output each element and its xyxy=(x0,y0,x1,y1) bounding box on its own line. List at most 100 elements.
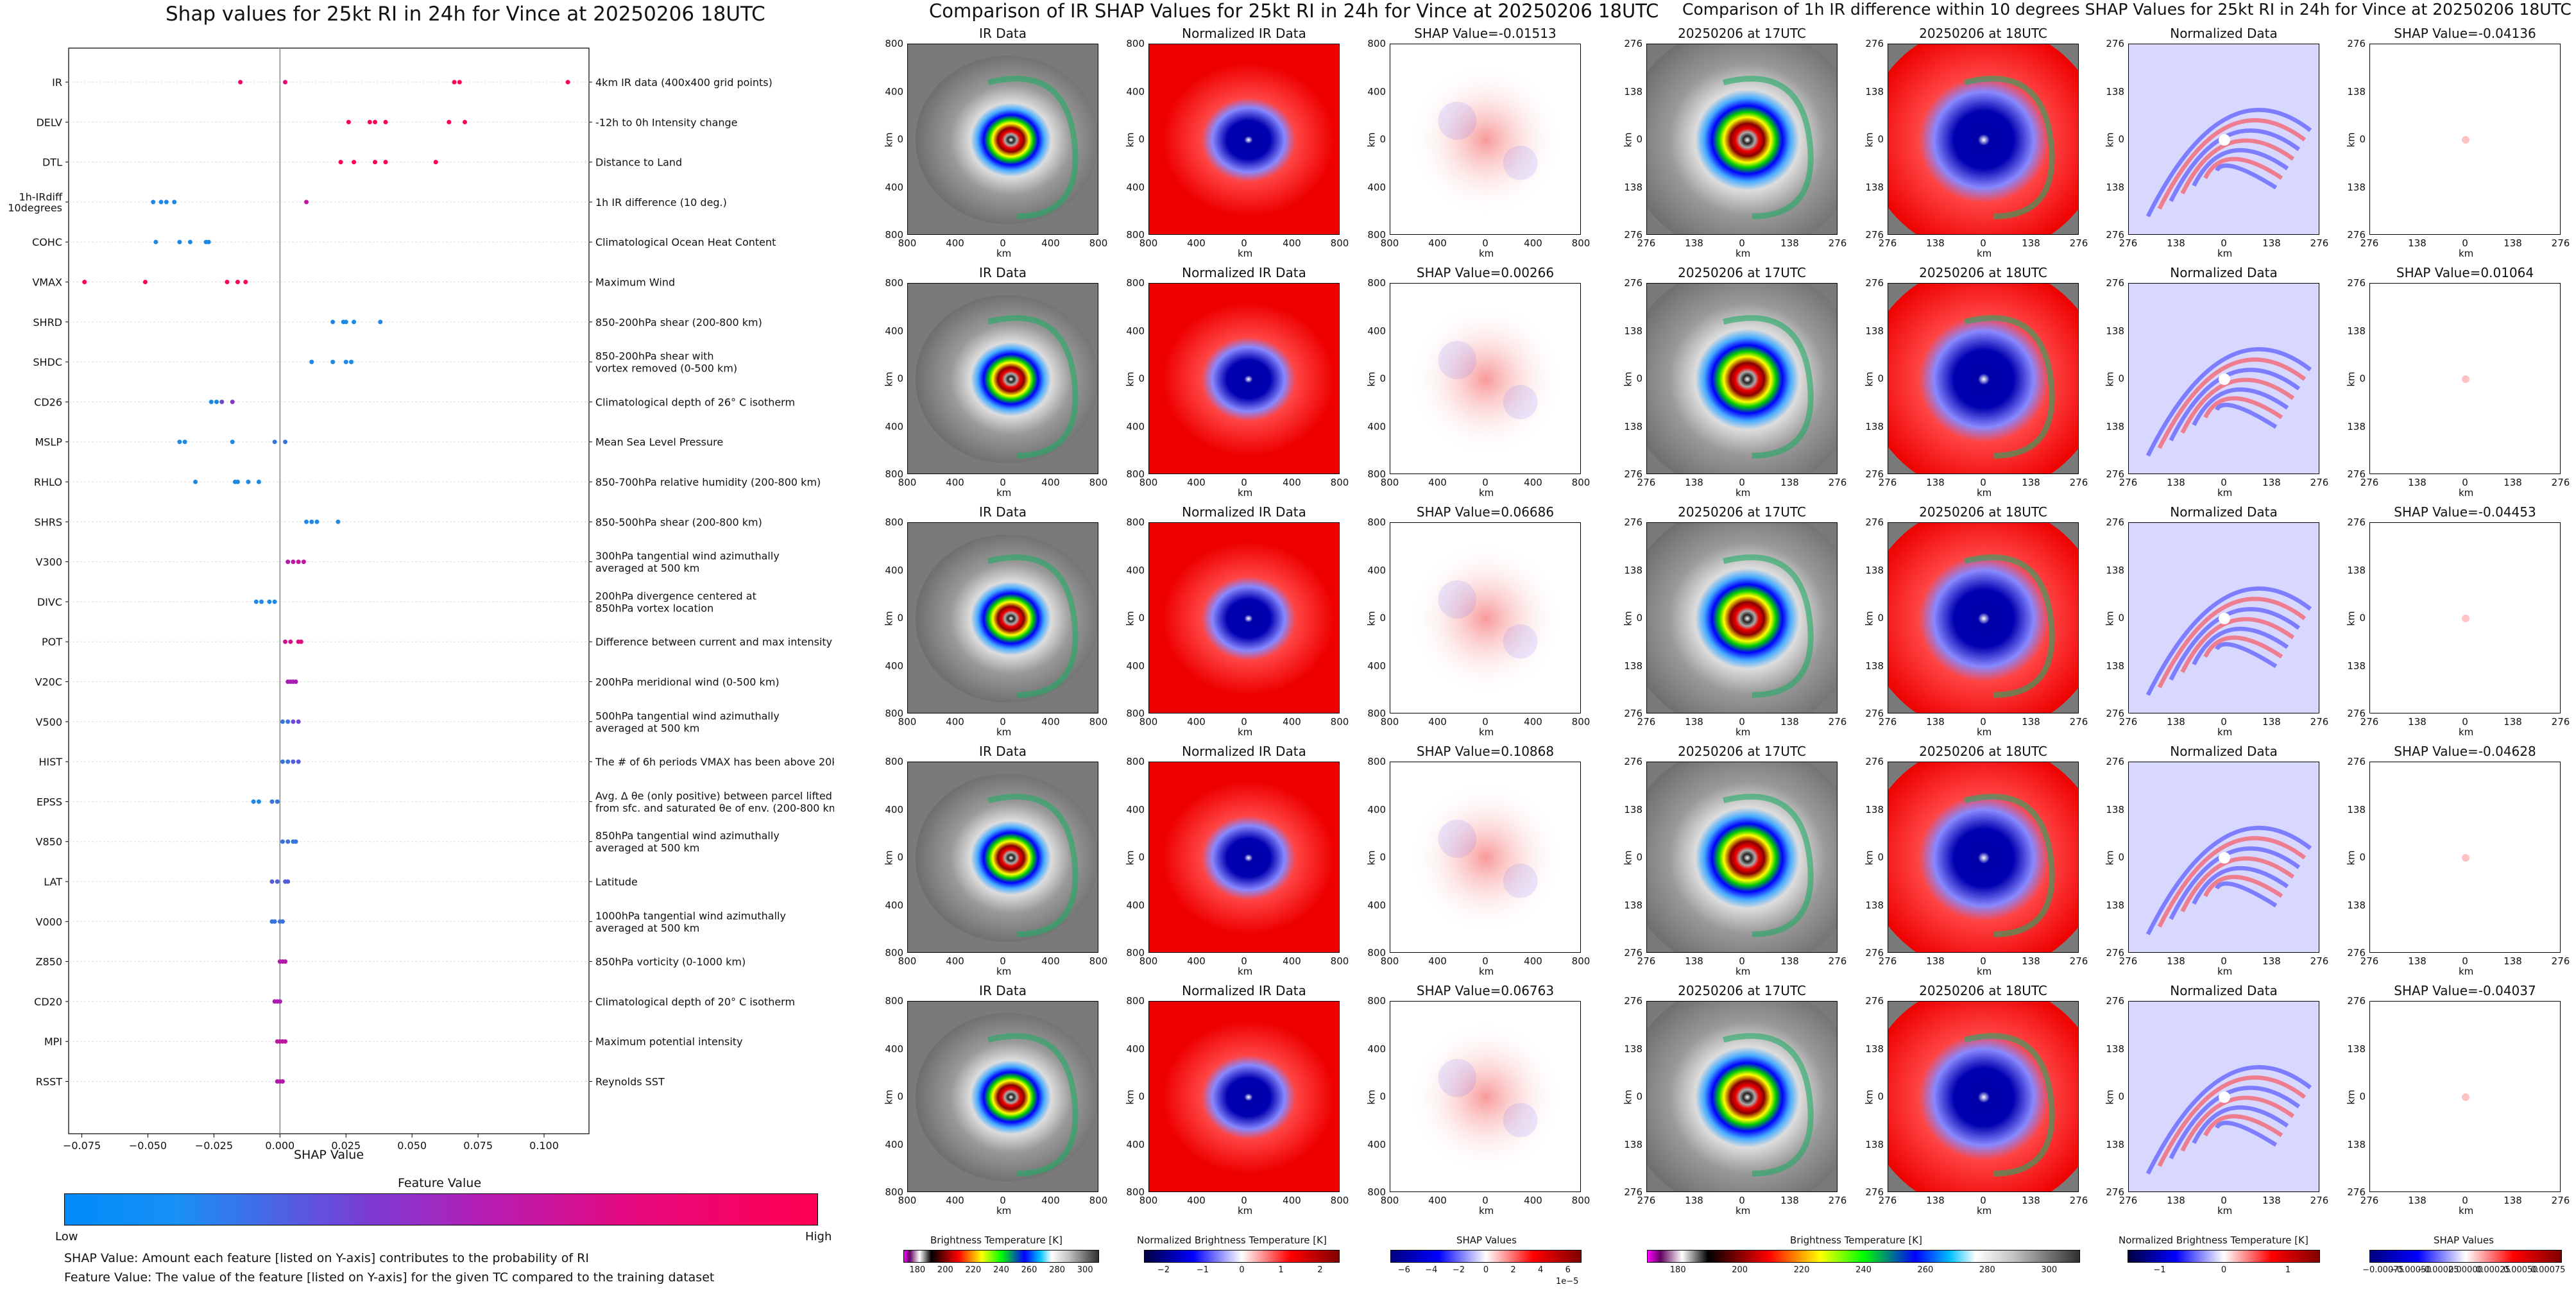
shap-point xyxy=(291,719,296,724)
panel-x-tick-label: 276 xyxy=(2360,955,2379,967)
panel-x-tick-label: 800 xyxy=(1089,477,1108,488)
shap-point xyxy=(277,999,282,1004)
colorbar-tick-label: −1 xyxy=(1196,1265,1209,1275)
colorbar-tick-label: 4 xyxy=(1538,1265,1544,1275)
feature-description-label: 850-700hPa relative humidity (200-800 km… xyxy=(595,476,821,488)
feature-description-label: Maximum Wind xyxy=(595,277,675,289)
shap-point xyxy=(330,359,336,364)
feature-name-label: CD26 xyxy=(34,396,62,408)
feature-name-label: V850 xyxy=(36,836,62,848)
ir-18utc-panel xyxy=(1888,44,2079,235)
panel-x-tick-label: 138 xyxy=(2503,477,2522,488)
shap-point xyxy=(338,160,343,165)
panel-x-label: km xyxy=(2217,487,2233,499)
panel-x-tick-label: 276 xyxy=(2310,955,2329,967)
panel-y-tick-label: 0 xyxy=(2359,373,2366,384)
panel-y-tick-label: 400 xyxy=(1126,1043,1145,1055)
panel-x-tick-label: 400 xyxy=(1187,1195,1206,1206)
panel-x-tick-label: 276 xyxy=(2551,716,2570,728)
panel-x-tick-label: 800 xyxy=(1571,955,1591,967)
shap-point xyxy=(373,160,378,165)
panel-x-label: km xyxy=(1977,1205,1992,1216)
panel-title: SHAP Value=-0.04628 xyxy=(2394,744,2536,759)
diff-brightness-colorbar-ticks: 180 200 220 240 260 280 300 xyxy=(1647,1265,2080,1278)
colorbar-tick-label: −0.00025 xyxy=(2417,1265,2459,1275)
panel-y-tick-label: 800 xyxy=(885,708,903,719)
panel-x-tick-label: 800 xyxy=(898,237,917,249)
panel-y-tick-label: 800 xyxy=(885,516,903,528)
panel-x-tick-label: 400 xyxy=(1524,716,1542,728)
panel-x-tick-label: 276 xyxy=(2310,477,2329,488)
panel-title: 20250206 at 17UTC xyxy=(1678,26,1806,41)
feature-name-label: RSST xyxy=(36,1076,62,1088)
shap-point xyxy=(280,759,285,764)
panel-x-label: km xyxy=(996,1205,1012,1216)
panel-x-tick-label: 0 xyxy=(1980,477,1986,488)
ir-17utc-panel xyxy=(1646,283,1838,474)
feature-value-colorbar-title: Feature Value xyxy=(398,1176,482,1190)
panel-x-tick-label: 400 xyxy=(1524,477,1542,488)
shap-point xyxy=(291,759,296,764)
panel-y-tick-label: 400 xyxy=(1126,181,1145,193)
shap-point xyxy=(352,160,357,165)
panel-y-tick-label: 138 xyxy=(2106,660,2124,672)
panel-y-tick-label: 276 xyxy=(1624,947,1642,959)
panel-y-tick-label: 800 xyxy=(885,38,903,49)
ir-brightness-colorbar xyxy=(903,1250,1099,1263)
plot-frame xyxy=(68,47,590,1134)
panel-x-tick-label: 276 xyxy=(1637,716,1656,728)
normalized-diff-panel xyxy=(2128,762,2319,953)
feature-name-label: EPSS xyxy=(37,796,62,808)
panel-title: SHAP Value=-0.01513 xyxy=(1414,26,1557,41)
shap-point xyxy=(286,559,291,565)
panel-x-tick-label: 276 xyxy=(1637,477,1656,488)
normalized-ir-panel xyxy=(1148,762,1340,953)
panel-x-tick-label: 138 xyxy=(2262,955,2281,967)
shap-point xyxy=(280,719,285,724)
shap-point xyxy=(164,200,169,205)
colorbar-tick-label: −1 xyxy=(2153,1265,2166,1275)
feature-description-label: Difference between current and max inten… xyxy=(595,636,832,648)
normalized-diff-panel xyxy=(2128,1001,2319,1192)
shap-point xyxy=(343,359,348,364)
panel-y-tick-label: 138 xyxy=(1624,325,1642,337)
shap-beeswarm-plot: IR 4km IR data (400x400 grid points) DELV -… xyxy=(8,47,834,1152)
panel-x-tick-label: 276 xyxy=(2069,955,2088,967)
panel-x-tick-label: 276 xyxy=(2119,1195,2138,1206)
panel-x-tick-label: 138 xyxy=(2167,955,2185,967)
panel-x-tick-label: 0 xyxy=(1980,237,1986,249)
panel-y-tick-label: 0 xyxy=(1877,373,1884,384)
panel-x-tick-label: 400 xyxy=(1524,955,1542,967)
shap-point xyxy=(225,280,230,284)
panel-y-tick-label: 138 xyxy=(1865,803,1884,815)
panel-x-tick-label: 800 xyxy=(1139,716,1158,728)
panel-y-tick-label: 138 xyxy=(2347,660,2366,672)
panel-x-label: km xyxy=(1238,487,1253,499)
panel-y-tick-label: 800 xyxy=(1126,277,1145,289)
shap-point xyxy=(565,80,570,85)
panel-x-tick-label: 138 xyxy=(2022,477,2040,488)
panel-y-tick-label: 276 xyxy=(1624,756,1642,767)
panel-x-tick-label: 800 xyxy=(1571,477,1591,488)
panel-y-tick-label: 138 xyxy=(1624,564,1642,576)
panel-y-tick-label: 0 xyxy=(1138,373,1145,384)
shap-point xyxy=(283,1039,288,1044)
panel-x-tick-label: 0 xyxy=(1739,716,1745,728)
normalized-ir-panel xyxy=(1148,522,1340,713)
diff-shap-panel xyxy=(2369,762,2561,953)
panel-x-label: km xyxy=(2459,726,2474,738)
panel-y-tick-label: 0 xyxy=(1636,851,1642,863)
ir-18utc-panel xyxy=(1888,762,2079,953)
shap-point xyxy=(209,399,214,404)
shap-point xyxy=(177,440,182,445)
panel-y-tick-label: 276 xyxy=(2106,995,2124,1007)
panel-x-tick-label: 0 xyxy=(1000,477,1006,488)
panel-x-tick-label: 400 xyxy=(1283,237,1301,249)
panel-x-tick-label: 276 xyxy=(2119,716,2138,728)
panel-x-tick-label: 276 xyxy=(2360,1195,2379,1206)
panel-x-tick-label: 400 xyxy=(946,237,964,249)
colorbar-tick-label: 6 xyxy=(1565,1265,1571,1275)
panel-y-tick-label: 0 xyxy=(1379,1091,1386,1102)
panel-x-tick-label: 0 xyxy=(1000,237,1006,249)
diff-brightness-colorbar xyxy=(1647,1250,2080,1263)
